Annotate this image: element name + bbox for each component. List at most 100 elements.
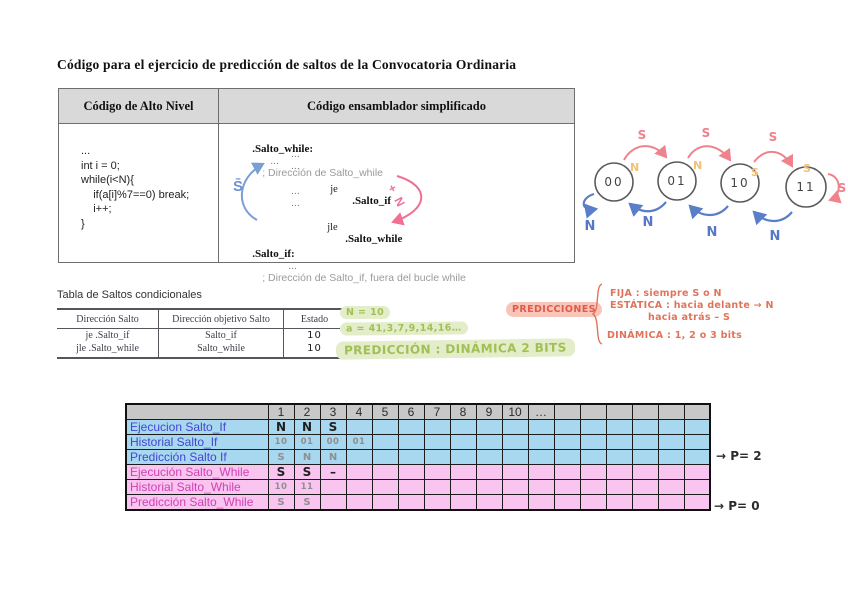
- table-row: je .Salto_if Salto_if 10: [57, 328, 345, 342]
- exec-if-cell: [553, 419, 581, 435]
- state-00-output: N: [630, 161, 639, 174]
- hist-if-cell: [657, 434, 685, 450]
- hist-while-cell: [579, 479, 607, 495]
- salto-estado: 10: [307, 330, 322, 341]
- pred-while-cell: [397, 494, 425, 511]
- col-header: …: [527, 403, 555, 420]
- salto-while-label: .Salto_while:: [252, 143, 313, 155]
- exec-if-cell: [579, 419, 607, 435]
- pred-if-cell: [501, 449, 529, 465]
- hist-while-cell: [683, 479, 711, 495]
- salto-if-label: .Salto_if:: [252, 248, 295, 260]
- taken-arc-00-01: [623, 144, 668, 161]
- exec-if-cell: [683, 419, 711, 435]
- col-header: 10: [501, 403, 529, 420]
- code-line: int i = 0;: [81, 159, 120, 172]
- col-header: [657, 403, 685, 420]
- taken-arc-01-10: [687, 145, 732, 162]
- hist-if-cell: [527, 434, 555, 450]
- hist-while-cell: [631, 479, 659, 495]
- pred-while-cell: [527, 494, 555, 511]
- hist-while-cell: [605, 479, 633, 495]
- pred-while-cell: [657, 494, 685, 511]
- pred-if-cell: [553, 449, 581, 465]
- hist-if-cell: [631, 434, 659, 450]
- exec-while-cell: S: [267, 464, 295, 480]
- exec-while-cell: [683, 464, 711, 480]
- pred-if-cell: [657, 449, 685, 465]
- hist-if-cell: [683, 434, 711, 450]
- row-label-historial-if: Historial Salto_If: [125, 434, 269, 450]
- col-header: 1: [267, 403, 295, 420]
- table-row: jle .Salto_while Salto_while 10: [57, 342, 345, 359]
- hist-while-cell: [371, 479, 399, 495]
- pred-while-cell: [449, 494, 477, 511]
- state-10: 10: [730, 176, 749, 190]
- taken-label: S: [638, 128, 647, 142]
- exec-if-cell: [345, 419, 373, 435]
- col-header: [579, 403, 607, 420]
- hist-if-cell: [449, 434, 477, 450]
- hist-while-cell: [475, 479, 503, 495]
- header-high-level: Código de Alto Nivel: [59, 89, 219, 123]
- col-header: 4: [345, 403, 373, 420]
- exec-if-cell: [475, 419, 503, 435]
- pred-while-cell: [631, 494, 659, 511]
- col-header: [553, 403, 581, 420]
- row-label-ejecucion-if: Ejecucion Salto_If: [125, 419, 269, 435]
- note-n-value: N = 10: [340, 306, 391, 319]
- hist-if-cell: [501, 434, 529, 450]
- header-assembler: Código ensamblador simplificado: [307, 98, 486, 113]
- state-11-output: S: [803, 162, 811, 175]
- hist-while-cell: [449, 479, 477, 495]
- taken-label: S: [769, 130, 778, 144]
- hist-if-cell: [553, 434, 581, 450]
- pred-while-cell: S: [267, 494, 295, 511]
- row-label-prediccion-if: Predicción Salto If: [125, 449, 269, 465]
- hist-while-cell: [345, 479, 373, 495]
- high-level-code: ... int i = 0; while(i<N){ if(a[i]%7==0)…: [59, 124, 219, 263]
- taken-label: S: [702, 126, 711, 140]
- exec-if-cell: [527, 419, 555, 435]
- table-row-historial-if: Historial Salto_If 10 01 00 01: [125, 434, 711, 450]
- saltos-header-direccion: Dirección Salto: [57, 309, 159, 329]
- exec-if-cell: [631, 419, 659, 435]
- exec-while-cell: [605, 464, 633, 480]
- pred-if-cell: [423, 449, 451, 465]
- state-00-circle: [594, 162, 634, 202]
- pred-while-cell: S: [293, 494, 321, 511]
- pred-if-cell: [475, 449, 503, 465]
- row-label-prediccion-while: Predicción Salto_While: [125, 494, 269, 511]
- exec-if-cell: [657, 419, 685, 435]
- col-header: [125, 403, 269, 420]
- code-line: ...: [81, 145, 91, 157]
- hist-while-cell: [501, 479, 529, 495]
- state-10-circle: [720, 163, 760, 203]
- salto-estado: 10: [283, 342, 345, 359]
- saltos-header-objetivo: Dirección objetivo Salto: [158, 309, 284, 329]
- table-row-ejecucion-while: Ejecución Salto_While S S –: [125, 464, 711, 480]
- note-estatica-atras: hacia atrás – S: [648, 312, 731, 323]
- pred-if-cell: [683, 449, 711, 465]
- brace-decoration: [591, 283, 603, 345]
- pred-if-cell: [605, 449, 633, 465]
- comment-salto-if: ; Dirección de Salto_if, fuera del bucle…: [262, 272, 466, 284]
- table-row-historial-while: Historial Salto_While 10 11: [125, 479, 711, 495]
- not-taken-label: N: [707, 225, 718, 240]
- pred-while-cell: [605, 494, 633, 511]
- exec-while-cell: [501, 464, 529, 480]
- hist-if-cell: 01: [293, 434, 321, 450]
- note-estatica: ESTÁTICA : hacia delante → N: [610, 300, 774, 311]
- hist-while-cell: [423, 479, 451, 495]
- dots: ...: [270, 155, 279, 167]
- hist-while-cell: [319, 479, 347, 495]
- col-header: 5: [371, 403, 399, 420]
- col-header: [605, 403, 633, 420]
- hist-while-cell: [527, 479, 555, 495]
- exec-while-cell: S: [293, 464, 321, 480]
- hist-if-cell: [397, 434, 425, 450]
- state-00: 00: [604, 175, 623, 189]
- note-predicciones: PREDICCIONES: [506, 302, 602, 317]
